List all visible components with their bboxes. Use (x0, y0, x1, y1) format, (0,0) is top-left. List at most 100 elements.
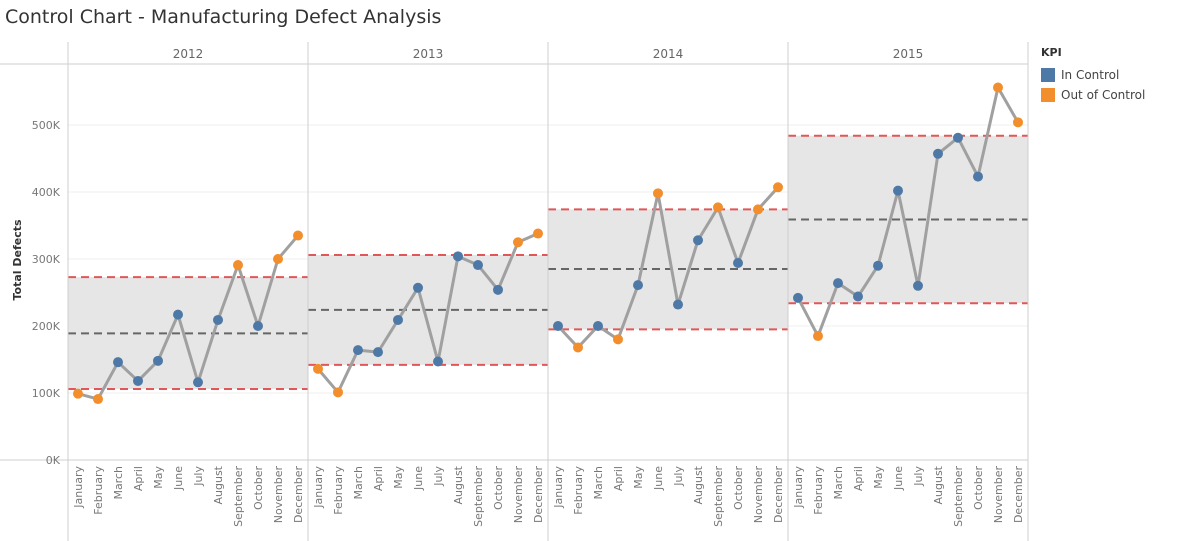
data-point (313, 363, 323, 374)
x-tick-label: June (892, 466, 905, 491)
x-tick-label: November (752, 466, 765, 524)
x-tick-label: March (592, 466, 605, 500)
data-point (193, 377, 203, 388)
y-tick-label: 500K (32, 119, 61, 132)
data-point (233, 260, 243, 271)
x-tick-label: April (612, 466, 625, 491)
data-point (673, 299, 683, 310)
data-point (873, 260, 883, 271)
data-point (753, 204, 763, 215)
legend-swatch (1041, 88, 1055, 102)
data-point (793, 292, 803, 303)
data-point (553, 321, 563, 331)
y-tick-label: 400K (32, 186, 61, 199)
x-tick-label: September (952, 466, 965, 527)
data-point (133, 375, 143, 386)
data-point (973, 171, 983, 182)
x-tick-label: May (152, 466, 165, 489)
panel-header: 2013 (413, 47, 444, 61)
x-tick-label: September (472, 466, 485, 527)
x-tick-label: June (172, 466, 185, 491)
x-tick-label: May (632, 466, 645, 489)
data-point (213, 314, 223, 325)
data-point (353, 345, 363, 356)
legend-label: In Control (1061, 68, 1120, 82)
legend-item: Out of Control (1041, 85, 1145, 105)
x-tick-label: February (332, 466, 345, 515)
data-point (913, 280, 923, 291)
x-tick-label: June (652, 466, 665, 491)
y-tick-label: 300K (32, 253, 61, 266)
data-point (273, 254, 283, 264)
y-tick-label: 200K (32, 320, 61, 333)
data-point (393, 314, 403, 325)
data-point (493, 284, 503, 295)
x-tick-label: February (812, 466, 825, 515)
x-tick-label: October (492, 466, 505, 510)
data-point (453, 251, 463, 262)
x-tick-label: February (572, 466, 585, 515)
data-point (733, 258, 743, 269)
series-line (77, 234, 300, 401)
x-tick-label: October (972, 466, 985, 510)
x-tick-label: December (772, 466, 785, 524)
data-point (933, 148, 943, 159)
panel-header: 2014 (653, 47, 684, 61)
data-point (593, 321, 603, 331)
x-tick-label: March (832, 466, 845, 500)
x-tick-label: December (1012, 466, 1025, 524)
x-tick-label: January (552, 466, 565, 509)
data-point (293, 230, 303, 241)
data-point (1013, 117, 1023, 128)
legend-label: Out of Control (1061, 88, 1146, 102)
data-point (253, 321, 263, 331)
x-tick-label: October (252, 466, 265, 510)
data-point (513, 237, 523, 248)
x-tick-label: August (212, 465, 225, 504)
chart-title: Control Chart - Manufacturing Defect Ana… (5, 6, 442, 28)
panel-header: 2015 (893, 47, 924, 61)
x-tick-label: September (232, 466, 245, 527)
series-line (796, 85, 1020, 338)
x-tick-label: August (452, 465, 465, 504)
data-point (473, 260, 483, 271)
x-tick-label: January (72, 466, 85, 509)
x-tick-label: December (292, 466, 305, 524)
x-tick-label: January (312, 466, 325, 509)
data-point (413, 282, 423, 293)
x-tick-label: July (912, 466, 925, 487)
data-point (653, 188, 663, 199)
legend: KPI In Control Out of Control (1041, 46, 1145, 105)
data-point (73, 388, 83, 399)
data-point (153, 355, 163, 366)
x-tick-label: August (932, 465, 945, 504)
data-point (173, 309, 183, 320)
y-axis-title: Total Defects (11, 219, 24, 300)
data-point (993, 82, 1003, 93)
panel-header: 2012 (173, 47, 204, 61)
data-point (853, 291, 863, 302)
data-point (573, 342, 583, 353)
x-tick-label: March (112, 466, 125, 500)
data-point (773, 182, 783, 193)
data-point (613, 334, 623, 345)
legend-title: KPI (1041, 46, 1062, 59)
x-tick-label: November (992, 466, 1005, 524)
x-tick-label: December (532, 466, 545, 524)
y-tick-label: 0K (46, 454, 61, 467)
x-tick-label: July (432, 466, 445, 487)
data-point (953, 132, 963, 143)
data-point (93, 394, 103, 405)
x-tick-label: November (512, 466, 525, 524)
legend-item: In Control (1041, 65, 1145, 85)
x-tick-label: October (732, 466, 745, 510)
data-point (893, 185, 903, 196)
data-point (433, 356, 443, 367)
series-line (316, 232, 539, 394)
x-tick-label: May (392, 466, 405, 489)
data-point (373, 347, 383, 358)
x-tick-label: April (852, 466, 865, 491)
x-tick-label: January (792, 466, 805, 509)
data-point (813, 331, 823, 342)
